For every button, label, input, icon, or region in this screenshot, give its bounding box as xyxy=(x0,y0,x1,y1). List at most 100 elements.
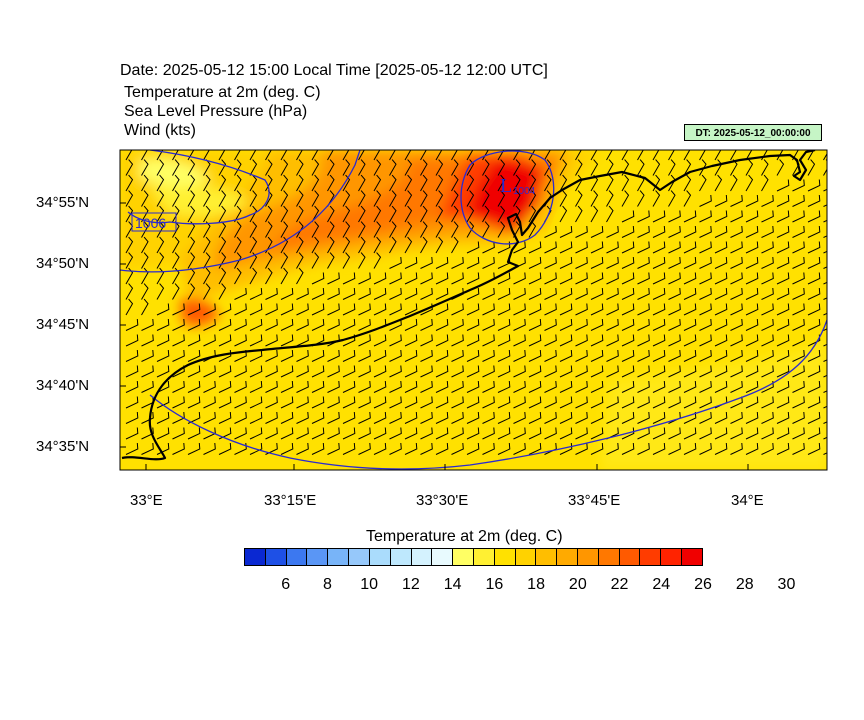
wind-barb xyxy=(637,365,650,378)
wind-barb xyxy=(249,221,258,238)
wind-barb xyxy=(807,179,821,192)
wind-barb xyxy=(435,334,449,347)
wind-barb xyxy=(513,427,526,440)
wind-barb xyxy=(187,205,196,223)
wind-barb xyxy=(125,159,134,176)
wind-barb xyxy=(668,303,681,316)
wind-barb xyxy=(420,442,433,455)
wind-barb xyxy=(203,174,211,192)
wind-barb xyxy=(513,190,521,207)
wind-barb xyxy=(606,334,619,347)
wind-barb xyxy=(327,221,335,238)
wind-barb xyxy=(327,318,340,331)
wind-barb xyxy=(187,190,196,207)
wind-barb xyxy=(761,287,774,300)
wind-barb xyxy=(575,349,588,362)
wind-barb xyxy=(792,303,805,316)
wind-barb xyxy=(234,442,247,455)
wind-barb xyxy=(203,365,216,378)
wind-barb xyxy=(683,150,691,161)
wind-barb xyxy=(776,411,790,424)
lon-label-33-30: 33°30'E xyxy=(416,492,469,509)
wind-barb xyxy=(652,190,661,207)
wind-barb xyxy=(125,365,139,378)
wind-barb xyxy=(187,365,201,378)
wind-barb xyxy=(807,150,815,161)
wind-barbs xyxy=(125,150,827,455)
wind-barb xyxy=(296,380,309,393)
wind-barb xyxy=(482,174,490,192)
wind-barb xyxy=(420,221,428,238)
wind-barb xyxy=(668,365,681,378)
wind-barb xyxy=(637,190,645,207)
wind-barb xyxy=(172,190,180,207)
wind-barb xyxy=(265,221,273,238)
wind-barb xyxy=(575,365,588,378)
wind-barb xyxy=(606,287,619,300)
wind-barb xyxy=(714,256,728,269)
wind-barb xyxy=(218,205,227,223)
wind-barb xyxy=(513,174,521,192)
wind-barb xyxy=(497,174,506,192)
wind-barb xyxy=(559,159,568,176)
axis-ticks xyxy=(120,202,749,470)
colorbar-swatch xyxy=(432,549,454,565)
wind-barb xyxy=(807,442,821,455)
wind-barb xyxy=(606,150,613,161)
wind-barb xyxy=(776,349,790,362)
wind-barb xyxy=(373,349,387,362)
wind-barb xyxy=(327,442,340,455)
wind-barb xyxy=(544,334,557,347)
wind-barb xyxy=(745,150,753,161)
wind-barb xyxy=(172,205,180,223)
wind-barb xyxy=(668,210,681,223)
wind-barb xyxy=(389,159,397,176)
wind-barb xyxy=(420,365,433,378)
wind-barb xyxy=(156,380,170,393)
wind-barb xyxy=(311,380,325,393)
wind-barb xyxy=(652,349,666,362)
wind-barb xyxy=(745,442,759,455)
wind-barb xyxy=(668,334,681,347)
wind-barb xyxy=(652,334,666,347)
wind-barb xyxy=(358,334,371,347)
wind-barb xyxy=(404,427,418,440)
wind-barb xyxy=(249,303,263,316)
wind-barb xyxy=(761,396,774,409)
wind-barb xyxy=(234,174,242,192)
wind-barb xyxy=(358,159,366,176)
wind-barb xyxy=(652,396,666,409)
wind-barb xyxy=(280,150,288,161)
colorbar-label: 30 xyxy=(777,576,796,593)
wind-barb xyxy=(327,236,335,254)
wind-barb xyxy=(451,380,464,393)
wind-barb xyxy=(218,236,227,254)
wind-barb xyxy=(435,190,444,207)
wind-barb xyxy=(807,287,821,300)
wind-barb xyxy=(125,380,139,393)
wind-barb xyxy=(404,150,412,161)
wind-barb xyxy=(559,225,573,238)
wind-barb xyxy=(466,256,480,269)
wind-barb xyxy=(187,349,201,362)
wind-barb xyxy=(358,380,371,393)
wind-barb xyxy=(218,411,232,424)
wind-barb xyxy=(156,174,165,192)
wind-barb xyxy=(404,190,413,207)
wind-barb xyxy=(451,334,464,347)
wind-barb xyxy=(141,318,154,331)
wind-barb xyxy=(187,442,201,455)
wind-barb xyxy=(513,287,526,300)
wind-barb xyxy=(761,411,774,424)
wind-barb xyxy=(745,194,759,207)
wind-barb xyxy=(435,174,444,192)
wind-barb xyxy=(218,349,232,362)
wind-barb xyxy=(513,150,520,161)
wind-barb xyxy=(373,287,387,300)
wind-barb xyxy=(358,252,366,269)
wind-barb xyxy=(761,334,774,347)
wind-barb xyxy=(714,442,728,455)
wind-barb xyxy=(451,396,464,409)
wind-barb xyxy=(497,205,506,223)
wind-barb xyxy=(265,349,278,362)
